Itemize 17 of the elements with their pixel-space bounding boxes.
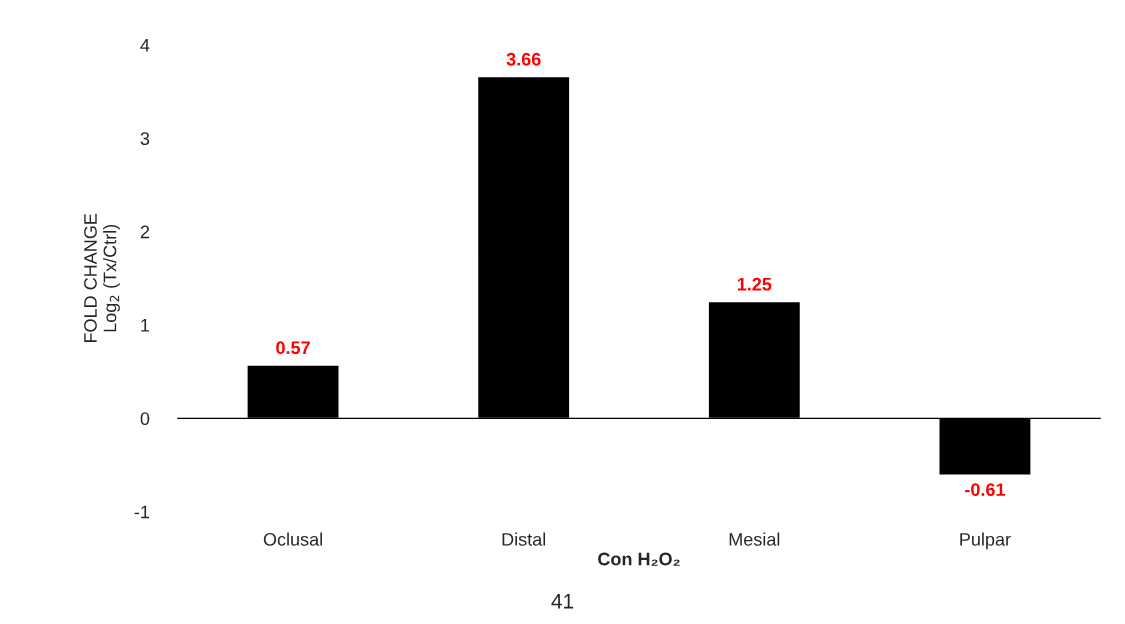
data-label: 3.66 [506,52,541,66]
y-tick-label: 3 [140,132,150,145]
y-tick-label: -1 [134,505,150,519]
x-tick-label: Pulpar [960,532,1011,550]
x-tick-label: Oclusal [263,532,322,546]
x-tick-label: Mesial [729,532,780,546]
y-tick-label: 4 [140,39,150,52]
data-label: 1.25 [737,277,772,291]
y-tick-label: 2 [140,225,150,239]
data-label: 0.57 [276,341,310,355]
y-tick-label: 0 [140,412,150,426]
text: 41 [551,594,574,609]
y-axis-title: FOLD CHANGE Log$_{2}$ (Tx/Ctrl) [84,213,120,343]
x-axis-title: Con H₂O₂ [598,552,680,566]
data-label: -0.61 [965,483,1006,496]
y-tick-label: 1 [141,319,150,332]
x-tick-label: Distal [502,532,546,546]
